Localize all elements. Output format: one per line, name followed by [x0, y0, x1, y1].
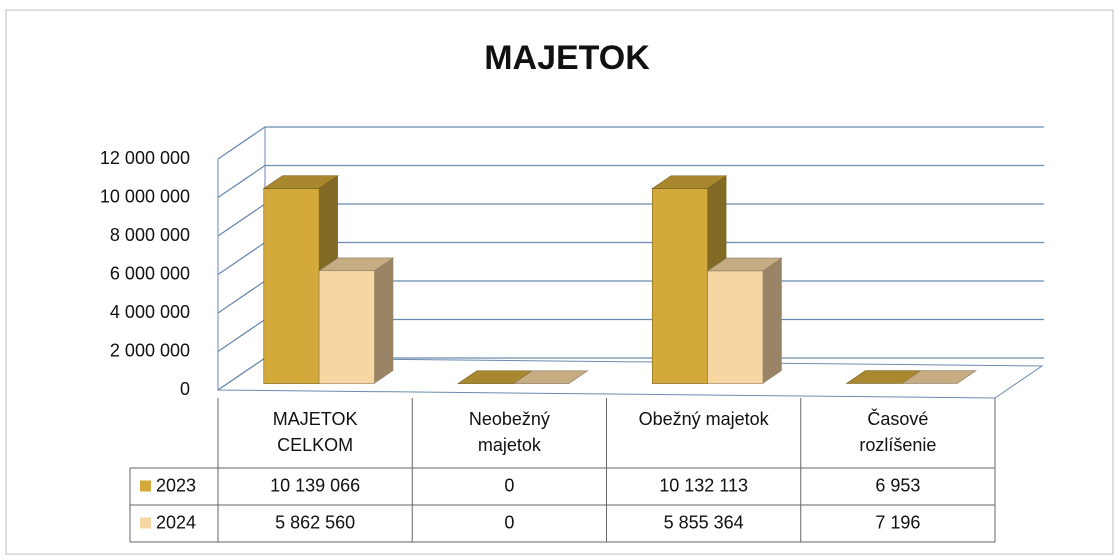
- table-value: 5 862 560: [275, 512, 355, 532]
- bar: [706, 257, 783, 384]
- grid-line: [217, 164, 1044, 199]
- legend-label: 2023: [156, 475, 196, 495]
- chart-title: MAJETOK: [484, 39, 650, 77]
- category-line: CELKOM: [277, 435, 353, 455]
- y-tick-label: 12 000 000: [100, 148, 190, 168]
- grid-line: [217, 126, 1044, 160]
- category-line: rozlíšenie: [859, 435, 936, 455]
- category-line: Obežný majetok: [639, 409, 770, 429]
- category-label: Obežný majetok: [639, 409, 770, 429]
- bar: [512, 370, 589, 384]
- bar-top: [262, 175, 339, 189]
- bar-top: [900, 370, 978, 384]
- bar-front: [707, 270, 764, 384]
- category-label: Neobežný majetok: [469, 409, 550, 455]
- y-tick-label: 4 000 000: [110, 302, 190, 322]
- y-tick-label: 10 000 000: [100, 186, 190, 206]
- chart-border: [5, 9, 1114, 555]
- bar-front: [651, 188, 708, 384]
- table-value: 7 196: [875, 512, 920, 532]
- bar-top: [706, 257, 783, 272]
- category-line: majetok: [478, 435, 542, 455]
- legend-swatch: [140, 480, 151, 492]
- category-line: Neobežný: [469, 409, 550, 429]
- y-tick-label: 6 000 000: [110, 263, 190, 283]
- category-label: MAJETOK CELKOM: [273, 409, 358, 455]
- bar-front: [318, 270, 375, 384]
- legend-label: 2024: [156, 512, 196, 532]
- y-tick-label: 0: [180, 379, 190, 399]
- bar-front: [263, 188, 320, 384]
- category-label: Časové rozlíšenie: [859, 408, 936, 455]
- bar: [318, 257, 395, 384]
- y-tick-label: 8 000 000: [110, 225, 190, 245]
- bar-side: [374, 257, 394, 384]
- table-value: 6 953: [875, 475, 920, 495]
- y-tick-label: 2 000 000: [110, 340, 190, 360]
- bar-top: [318, 257, 395, 272]
- table-value: 0: [504, 512, 514, 532]
- table-value: 0: [504, 475, 514, 495]
- bar-side: [762, 258, 782, 384]
- table-value: 10 139 066: [270, 475, 360, 495]
- bar-top: [512, 370, 589, 384]
- category-line: Časové: [867, 408, 928, 429]
- bar: [900, 370, 978, 384]
- category-line: MAJETOK: [273, 409, 358, 429]
- bar-top: [651, 175, 728, 189]
- legend-swatch: [140, 517, 151, 529]
- table-value: 10 132 113: [659, 475, 748, 495]
- table-value: 5 855 364: [664, 512, 744, 532]
